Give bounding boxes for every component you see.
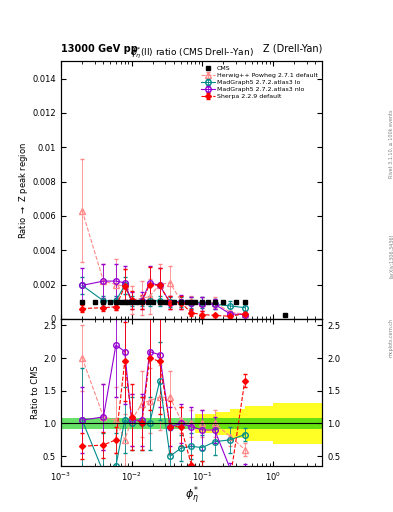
CMS <box>140 298 144 305</box>
Y-axis label: Ratio to CMS: Ratio to CMS <box>31 366 40 419</box>
CMS <box>200 298 205 305</box>
CMS <box>163 298 168 305</box>
CMS <box>283 312 288 318</box>
Text: Z (Drell-Yan): Z (Drell-Yan) <box>263 44 322 54</box>
X-axis label: $\phi_{\eta}^{*}$: $\phi_{\eta}^{*}$ <box>185 484 198 507</box>
CMS <box>80 298 84 305</box>
CMS <box>193 298 198 305</box>
CMS <box>129 298 134 305</box>
CMS <box>221 298 226 305</box>
CMS <box>157 298 162 305</box>
CMS <box>189 298 194 305</box>
CMS <box>126 298 131 305</box>
CMS <box>242 298 247 305</box>
Text: mcplots.cern.ch: mcplots.cern.ch <box>389 318 393 357</box>
CMS <box>118 298 123 305</box>
Title: $\phi_{\eta}^{*}$(ll) ratio (CMS Drell--Yan): $\phi_{\eta}^{*}$(ll) ratio (CMS Drell--… <box>130 46 253 61</box>
CMS <box>122 298 127 305</box>
CMS <box>184 298 189 305</box>
Text: 13000 GeV pp: 13000 GeV pp <box>61 44 138 54</box>
Text: Rivet 3.1.10, ≥ 100k events: Rivet 3.1.10, ≥ 100k events <box>389 109 393 178</box>
Line: CMS: CMS <box>80 299 288 318</box>
Y-axis label: Ratio $\rightarrow$ Z peak region: Ratio $\rightarrow$ Z peak region <box>17 142 29 239</box>
CMS <box>101 298 106 305</box>
Text: [arXiv:1306.3436]: [arXiv:1306.3436] <box>389 234 393 278</box>
CMS <box>233 298 238 305</box>
Legend: CMS, Herwig++ Powheg 2.7.1 default, MadGraph5 2.7.2.atlas3 lo, MadGraph5 2.7.2.a: CMS, Herwig++ Powheg 2.7.1 default, MadG… <box>200 65 319 100</box>
CMS <box>151 298 155 305</box>
CMS <box>172 298 176 305</box>
CMS <box>135 298 140 305</box>
CMS <box>212 298 217 305</box>
CMS <box>206 298 210 305</box>
CMS <box>114 298 118 305</box>
CMS <box>178 298 183 305</box>
CMS <box>108 298 113 305</box>
CMS <box>92 298 97 305</box>
CMS <box>145 298 150 305</box>
